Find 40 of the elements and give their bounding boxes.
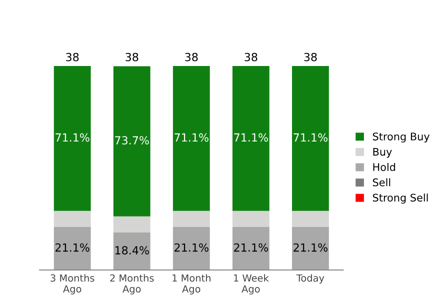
data-label: 21.1%	[174, 243, 208, 252]
bar	[54, 66, 91, 211]
annotation: 38	[244, 52, 258, 62]
data-label: 18.4%	[115, 246, 149, 254]
bar	[292, 66, 329, 211]
x-tick-label: 3 Months Ago	[50, 274, 94, 294]
x-tick-label: 1 Month Ago	[172, 274, 210, 294]
data-label: 71.1%	[234, 133, 268, 142]
legend-label: Buy	[373, 148, 392, 158]
bar	[292, 227, 329, 270]
x-tick-label: 2 Months Ago	[110, 274, 154, 294]
legend-label: Strong Buy	[372, 132, 430, 142]
annotation: 38	[66, 52, 79, 62]
bar	[54, 227, 91, 270]
bar	[172, 227, 210, 270]
bar	[113, 232, 150, 270]
bar	[232, 210, 270, 227]
data-label: 21.1%	[294, 243, 328, 252]
annotation: 38	[304, 52, 317, 62]
annotation: 38	[185, 52, 198, 62]
data-label: 71.1%	[56, 133, 90, 142]
legend-label: Strong Sell	[372, 194, 428, 204]
x-tick-label: 1 Week Ago	[234, 274, 269, 294]
data-label: 71.1%	[294, 133, 328, 142]
bar	[292, 210, 329, 227]
bar	[232, 66, 270, 211]
bar	[232, 227, 270, 270]
annotation: 38	[126, 52, 138, 62]
data-label: 71.1%	[174, 133, 208, 142]
legend-label: Hold	[373, 162, 396, 172]
bar	[172, 210, 210, 227]
x-tick-label: Today	[296, 274, 324, 284]
bar	[113, 216, 150, 232]
legend-label: Sell	[372, 178, 390, 186]
bar	[54, 210, 91, 227]
data-label: 21.1%	[234, 243, 268, 252]
bar	[113, 66, 150, 216]
data-label: 21.1%	[56, 243, 90, 252]
bar	[172, 66, 210, 211]
data-label: 73.7%	[115, 136, 149, 145]
